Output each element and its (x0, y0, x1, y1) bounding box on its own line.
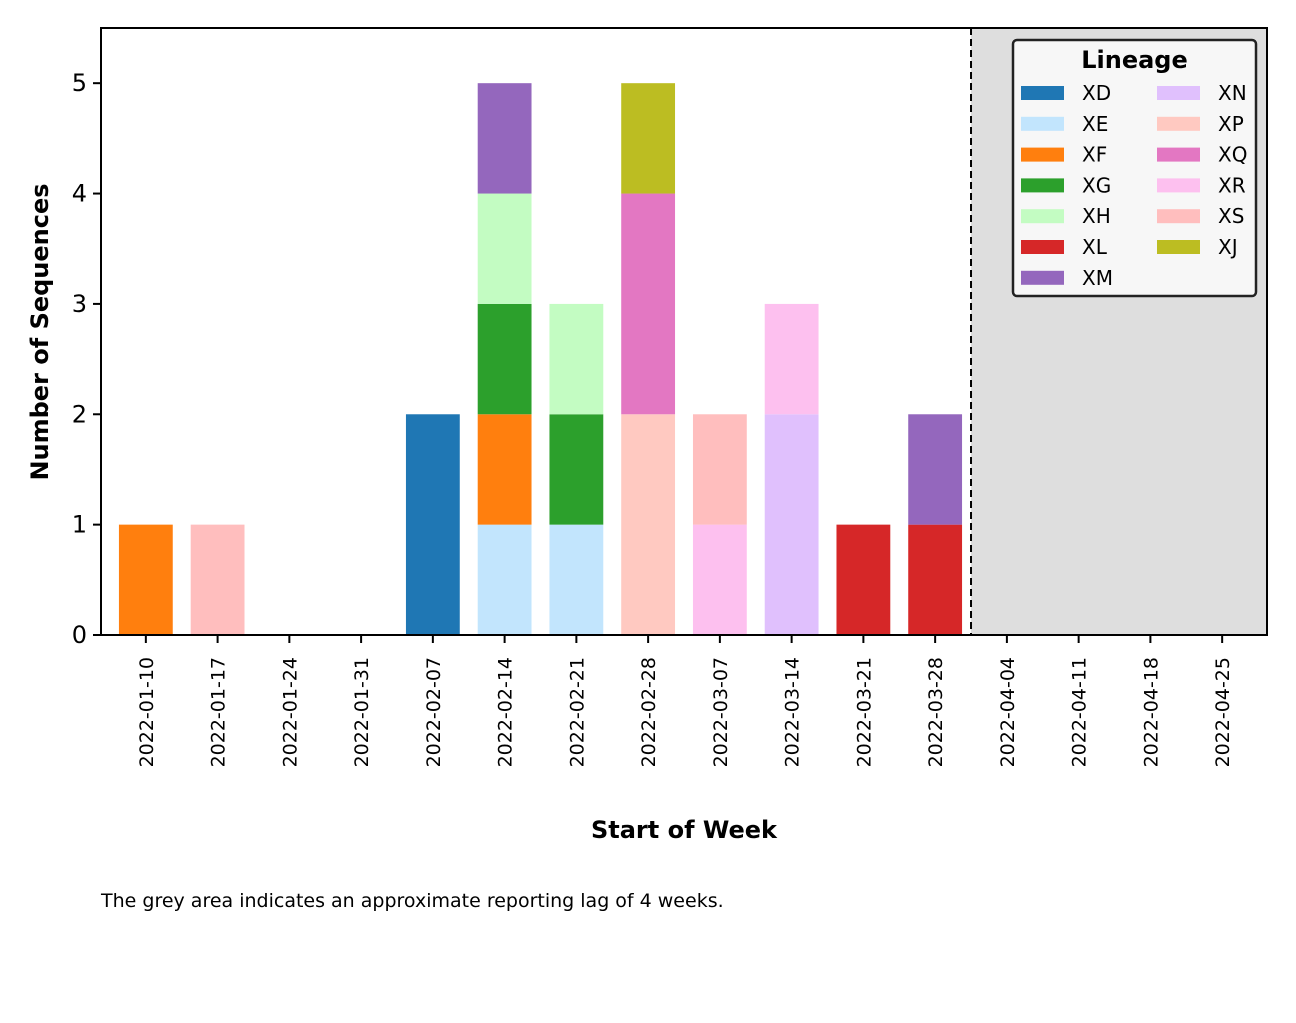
legend-swatch-xl (1021, 240, 1064, 254)
legend-label-xs: XS (1218, 204, 1244, 228)
x-tick-label: 2022-02-07 (423, 657, 445, 767)
legend-label-xr: XR (1218, 173, 1246, 197)
legend-label-xm: XM (1082, 266, 1113, 290)
bar-xh-2022-02-14 (477, 193, 532, 304)
legend-label-xf: XF (1082, 143, 1107, 167)
x-tick-label: 2022-02-14 (495, 657, 517, 767)
bar-xf-2022-01-10 (118, 524, 173, 635)
legend-label-xp: XP (1218, 112, 1244, 136)
bar-xr-2022-03-07 (692, 524, 747, 635)
bar-xg-2022-02-14 (477, 303, 532, 415)
bar-xr-2022-03-14 (764, 303, 819, 415)
bar-xe-2022-02-21 (549, 524, 604, 635)
x-tick-label: 2022-01-10 (136, 657, 158, 767)
legend-swatch-xd (1021, 86, 1064, 100)
legend-label-xe: XE (1082, 112, 1108, 136)
bar-xe-2022-02-14 (477, 524, 532, 635)
legend-swatch-xq (1157, 147, 1200, 162)
bar-xg-2022-02-21 (549, 414, 604, 525)
legend-swatch-xp (1157, 116, 1200, 131)
x-tick-label: 2022-03-21 (853, 657, 875, 767)
bar-xn-2022-03-14 (764, 414, 819, 635)
bar-xj-2022-02-28 (621, 83, 676, 194)
x-tick-label: 2022-04-11 (1069, 657, 1091, 767)
bar-xl-2022-03-28 (908, 524, 963, 635)
plot-frame (100, 27, 1268, 636)
legend: Lineage XD XE XF XG XH XL XM XN XP XQ XR XS XJ (1011, 38, 1258, 298)
legend-label-xj: XJ (1218, 235, 1238, 259)
bar-xm-2022-02-14 (477, 83, 532, 194)
legend-label-xn: XN (1218, 81, 1247, 105)
y-tick-label: 0 (72, 621, 87, 649)
legend-swatch-xh (1021, 209, 1064, 224)
y-tick-label: 2 (72, 400, 87, 428)
x-tick-label: 2022-03-28 (925, 657, 947, 767)
axes: 0 1 2 3 4 5 2022-01-10 2022-01-17 2022-01-24 2022… (72, 27, 1268, 767)
legend-label-xl: XL (1082, 235, 1108, 259)
legend-box (1011, 38, 1258, 298)
x-tick-label: 2022-03-14 (782, 657, 804, 767)
bar-xf-2022-02-14 (477, 414, 532, 525)
bar-xp-2022-02-28 (621, 414, 676, 635)
legend-swatch-xf (1021, 147, 1064, 162)
bar-xd-2022-02-07 (405, 414, 460, 635)
legend-label-xg: XG (1082, 173, 1111, 197)
bar-xl-2022-03-21 (836, 524, 891, 635)
legend-swatch-xr (1157, 178, 1200, 193)
x-tick-label: 2022-04-18 (1140, 657, 1162, 767)
x-tick-label: 2022-03-07 (710, 657, 732, 767)
legend-label-xq: XQ (1218, 143, 1247, 167)
legend-swatch-xg (1021, 178, 1064, 193)
bar-xs-2022-03-07 (692, 414, 747, 525)
bar-xh-2022-02-21 (549, 303, 604, 415)
x-tick-label: 2022-04-25 (1212, 657, 1234, 767)
bar-xs-2022-01-17 (190, 524, 245, 635)
x-tick-label: 2022-02-28 (638, 657, 660, 767)
y-tick-label: 5 (72, 69, 87, 97)
legend-swatch-xs (1157, 209, 1200, 224)
bar-xm-2022-03-28 (908, 414, 963, 525)
legend-swatch-xe (1021, 116, 1064, 131)
chart-caption: The grey area indicates an approximate r… (101, 890, 724, 912)
legend-title: Lineage (1081, 46, 1188, 74)
x-tick-label: 2022-01-24 (279, 657, 301, 767)
legend-label-xh: XH (1082, 204, 1111, 228)
x-tick-label: 2022-01-17 (208, 657, 230, 767)
legend-swatch-xm (1021, 270, 1064, 285)
legend-swatch-xn (1157, 86, 1200, 100)
x-tick-label: 2022-01-31 (351, 657, 373, 767)
legend-label-xd: XD (1082, 81, 1111, 105)
x-tick-label: 2022-02-21 (566, 657, 588, 767)
legend-swatch-xj (1157, 240, 1200, 254)
x-tick-label: 2022-04-04 (997, 657, 1019, 767)
y-tick-label: 1 (72, 511, 87, 539)
bar-xq-2022-02-28 (621, 193, 676, 415)
y-tick-label: 4 (72, 180, 87, 208)
bars (118, 83, 963, 635)
y-tick-label: 3 (72, 290, 87, 318)
y-axis-label: Number of Sequences (26, 183, 54, 480)
x-axis-label: Start of Week (591, 816, 778, 844)
